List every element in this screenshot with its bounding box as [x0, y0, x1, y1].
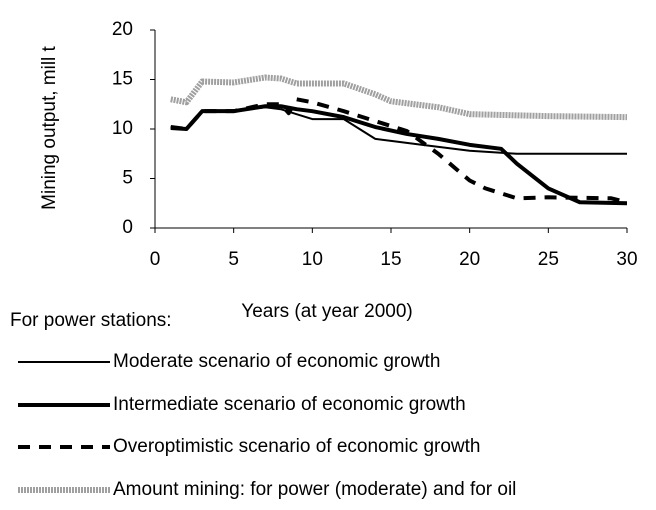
series-line	[170, 74, 628, 121]
legend-title: For power stations:	[10, 310, 172, 331]
x-tick-label: 10	[302, 249, 323, 270]
series-line	[170, 97, 628, 205]
y-tick-label: 5	[122, 168, 133, 189]
x-tick-label: 20	[459, 249, 480, 270]
legend-label: Intermediate scenario of economic growth	[113, 394, 466, 415]
y-tick-label: 20	[112, 19, 133, 40]
x-tick-label: 5	[228, 249, 239, 270]
x-tick-label: 15	[380, 249, 401, 270]
x-tick-label: 30	[616, 249, 637, 270]
y-tick-label: 15	[112, 69, 133, 90]
legend-label: Overoptimistic scenario of economic grow…	[113, 436, 480, 457]
x-tick-label: 0	[150, 249, 161, 270]
x-axis-title: Years (at year 2000)	[241, 301, 412, 322]
legend-label: Moderate scenario of economic growth	[113, 351, 440, 372]
y-tick-label: 10	[112, 118, 133, 139]
y-axis-title: Mining output, mill t	[39, 45, 60, 209]
y-tick-label: 0	[122, 217, 133, 238]
legend-label: Amount mining: for power (moderate) and …	[113, 479, 516, 500]
x-tick-label: 25	[538, 249, 559, 270]
